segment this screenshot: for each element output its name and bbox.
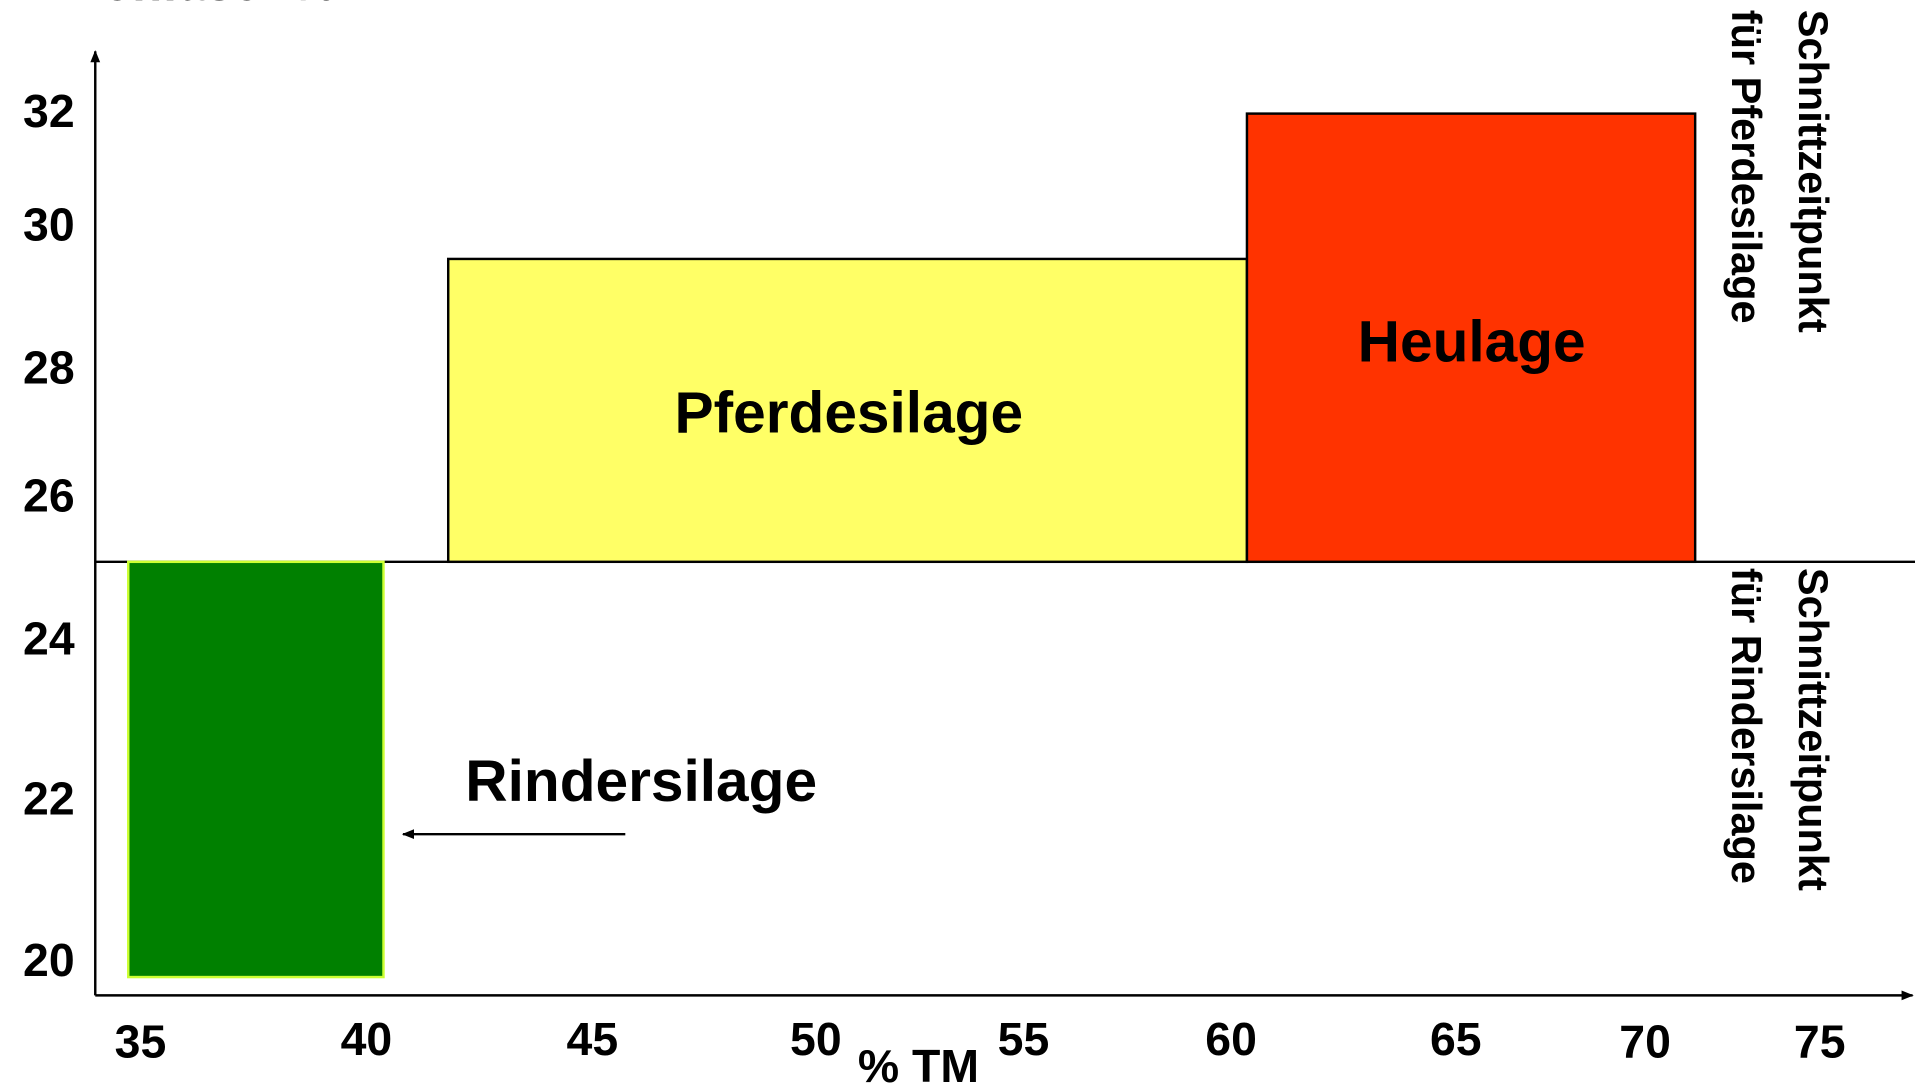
- y-tick-label: 26: [23, 470, 75, 522]
- region-label: Rindersilage: [465, 749, 817, 814]
- y-axis-title: Rohfaser % TM: [67, 0, 420, 11]
- x-tick-label: 40: [341, 1013, 393, 1065]
- region-label: Pferdesilage: [675, 380, 1024, 445]
- x-tick-label: 60: [1205, 1013, 1257, 1065]
- rindersilage-region: [127, 560, 385, 979]
- region-label: Heulage: [1358, 310, 1586, 375]
- pferdesilage-region: [446, 257, 1249, 564]
- x-tick-label: 55: [998, 1013, 1050, 1065]
- x-tick-label: 65: [1430, 1013, 1482, 1065]
- y-tick-label: 24: [23, 613, 75, 665]
- heulage-region: [1245, 112, 1697, 564]
- side-note: für Pferdesilage: [1723, 10, 1770, 324]
- side-note: Schnittzeitpunkt: [1790, 10, 1837, 333]
- x-tick-label: 35: [115, 1016, 167, 1068]
- y-tick-label: 22: [23, 773, 75, 825]
- side-note: für Rindersilage: [1723, 568, 1770, 884]
- y-tick-label: 28: [23, 342, 75, 394]
- y-tick-label: 20: [23, 934, 75, 986]
- x-tick-label: 75: [1794, 1016, 1846, 1068]
- x-tick-label: 45: [567, 1013, 619, 1065]
- y-tick-label: 32: [23, 85, 75, 137]
- x-tick-label: 70: [1619, 1016, 1671, 1068]
- x-tick-label: 50: [790, 1013, 842, 1065]
- side-note: Schnittzeitpunkt: [1790, 568, 1837, 891]
- x-axis-label: % TM: [858, 1040, 979, 1087]
- y-tick-label: 30: [23, 199, 75, 251]
